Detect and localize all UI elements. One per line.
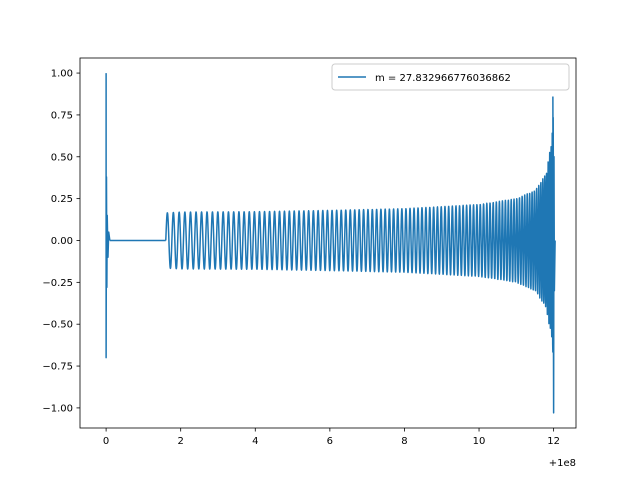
y-tick-label: −0.25 — [42, 278, 73, 289]
y-tick-label: 0.00 — [51, 236, 73, 247]
x-tick-label: 2 — [178, 436, 184, 447]
y-tick-label: −0.75 — [42, 362, 73, 373]
y-tick-label: −1.00 — [42, 403, 73, 414]
series-line-merger — [552, 96, 556, 414]
legend-box — [331, 63, 570, 91]
x-tick-label: 12 — [547, 436, 560, 447]
x-tick-label: 4 — [252, 436, 258, 447]
series-line-oscillation — [165, 116, 555, 353]
x-tick-label: 8 — [401, 436, 407, 447]
x-tick-label: 6 — [327, 436, 333, 447]
plot-area: 0 2 4 6 8 10 12 1.00 0.75 0.50 0.25 0.00 −0.25 −0.50… — [42, 57, 577, 469]
x-tick-label: 0 — [103, 436, 109, 447]
series-layer — [105, 73, 556, 414]
axes-frame — [79, 57, 577, 429]
y-tick-label: 0.75 — [51, 110, 73, 121]
y-tick-label: −0.50 — [42, 320, 73, 331]
y-tick-label: 1.00 — [51, 69, 73, 80]
y-tick-label: 0.25 — [51, 194, 73, 205]
y-axis: 1.00 0.75 0.50 0.25 0.00 −0.25 −0.50 −0.75 −1.00 — [42, 69, 80, 414]
y-tick-label: 0.50 — [51, 152, 73, 163]
legend: m = 27.832966776036862 — [331, 63, 570, 91]
x-tick-label: 10 — [473, 436, 486, 447]
series-line-burst — [105, 73, 111, 359]
x-axis: 0 2 4 6 8 10 12 — [103, 428, 560, 447]
x-axis-offset-label: +1e8 — [549, 458, 576, 469]
legend-label: m = 27.832966776036862 — [375, 73, 511, 84]
